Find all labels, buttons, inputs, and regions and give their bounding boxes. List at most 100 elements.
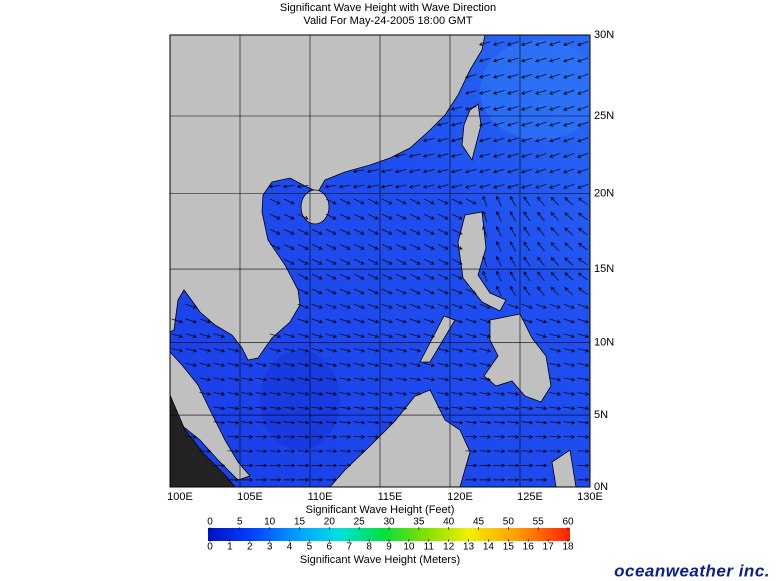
wave-arrow [451, 406, 464, 411]
wave-arrow [537, 226, 545, 237]
wave-arrow [311, 333, 323, 338]
wave-arrow [269, 198, 281, 205]
wave-arrow [339, 434, 352, 439]
wave-arrow [381, 273, 393, 280]
wave-arrow [436, 169, 449, 174]
title: Significant Wave Height with Wave Direct… [280, 2, 496, 14]
meters-tick-label: 7 [346, 542, 352, 553]
wave-arrow [367, 258, 379, 265]
feet-tick-label: 40 [443, 517, 455, 528]
wave-arrow [255, 477, 268, 482]
wave-arrow [255, 406, 268, 411]
wave-arrow [464, 90, 477, 95]
wave-arrow [549, 153, 561, 158]
wave-arrow [464, 106, 477, 111]
wave-arrow [563, 183, 575, 189]
wave-arrow [381, 258, 393, 265]
wave-arrow [353, 362, 366, 367]
malay-peninsula [170, 351, 251, 481]
wave-arrow [353, 243, 365, 250]
wave-arrow [297, 228, 309, 235]
wave-arrow [381, 391, 394, 396]
wave-arrow [255, 391, 268, 396]
wave-arrow [577, 57, 589, 63]
wave-arrow [297, 391, 310, 396]
wave-arrow [227, 348, 240, 353]
wave-arrow [311, 362, 324, 367]
wave-arrow [523, 226, 531, 237]
wave-arrow [577, 183, 589, 189]
wave-arrow [549, 121, 561, 127]
wave-arrow [451, 243, 463, 250]
wave-arrow [496, 270, 502, 282]
wave-arrow [325, 333, 337, 338]
wave-arrow [535, 121, 547, 127]
wave-arrow [395, 391, 408, 396]
wave-arrow [549, 434, 562, 439]
wave-arrow [324, 184, 337, 189]
wave-arrow [381, 406, 394, 411]
wave-arrow [482, 270, 488, 282]
hainan [300, 189, 330, 225]
wave-arrow [409, 318, 421, 324]
wave-arrow [507, 184, 519, 189]
wave-arrow [451, 228, 463, 235]
wave-arrow [577, 73, 589, 79]
wave-arrow [380, 169, 393, 174]
wave-arrow [535, 434, 548, 439]
lon-label: 120E [447, 491, 473, 503]
wave-arrow [199, 333, 211, 338]
wave-arrow [521, 420, 534, 425]
wave-arrow [479, 168, 491, 174]
wave-arrow [577, 406, 590, 411]
wave-arrow [241, 463, 254, 468]
wave-arrow [535, 106, 547, 111]
wave-arrow [509, 285, 517, 297]
wave-arrow [549, 105, 561, 111]
wave-arrow [241, 420, 254, 425]
wave-arrow [227, 406, 240, 411]
wave-arrow [367, 434, 380, 439]
wave-arrow [450, 122, 463, 127]
wave-arrow [535, 184, 547, 189]
wave-arrow [269, 333, 281, 338]
wave-arrow [563, 434, 576, 439]
wave-arrow [493, 184, 505, 189]
wave-arrow [549, 57, 561, 63]
wave-arrow [213, 463, 226, 468]
wave-arrow [479, 318, 491, 324]
wave-arrow [241, 377, 254, 382]
wave-arrow [394, 184, 407, 189]
wave-arrow [577, 121, 589, 127]
wave-arrow [269, 377, 282, 382]
wave-arrow [436, 153, 449, 158]
wave-arrow [549, 41, 561, 46]
wave-arrow [507, 121, 519, 127]
wave-arrow [521, 73, 533, 79]
wave-arrow [563, 153, 575, 158]
wave-arrow [283, 406, 296, 411]
wave-arrow [550, 271, 560, 281]
feet-tick-label: 55 [533, 517, 545, 528]
sulawesi [551, 449, 577, 487]
wave-arrow [269, 228, 281, 235]
wave-arrow [381, 420, 394, 425]
meters-tick-label: 4 [287, 542, 293, 553]
meters-tick-label: 14 [483, 542, 495, 553]
wave-arrow [325, 362, 338, 367]
wave-arrow [269, 348, 282, 353]
wave-arrow [437, 273, 449, 280]
wave-arrow [479, 391, 492, 396]
wave-arrow [395, 243, 407, 250]
wave-arrow [535, 57, 547, 63]
wave-arrow [535, 333, 547, 338]
wave-arrow [395, 273, 407, 280]
lat-label: 5N [594, 409, 608, 421]
wave-arrow [535, 73, 547, 79]
wave-arrow [521, 57, 533, 63]
wave-arrow [395, 362, 408, 367]
wave-arrow [549, 333, 561, 338]
wave-arrow [339, 288, 351, 295]
wave-arrow [339, 420, 352, 425]
lon-label: 105E [237, 491, 263, 503]
